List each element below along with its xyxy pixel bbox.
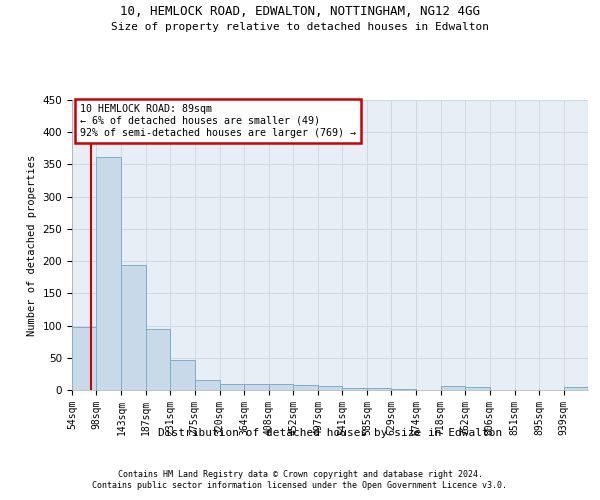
Y-axis label: Number of detached properties: Number of detached properties xyxy=(27,154,37,336)
Text: 10 HEMLOCK ROAD: 89sqm
← 6% of detached houses are smaller (49)
92% of semi-deta: 10 HEMLOCK ROAD: 89sqm ← 6% of detached … xyxy=(80,104,356,138)
Text: Size of property relative to detached houses in Edwalton: Size of property relative to detached ho… xyxy=(111,22,489,32)
Bar xyxy=(293,386,318,390)
Bar xyxy=(97,156,121,390)
Bar xyxy=(195,380,220,390)
Bar xyxy=(220,384,244,390)
Bar xyxy=(465,387,490,390)
Bar xyxy=(269,384,293,390)
Bar xyxy=(244,384,269,390)
Bar xyxy=(391,388,416,390)
Text: Contains HM Land Registry data © Crown copyright and database right 2024.: Contains HM Land Registry data © Crown c… xyxy=(118,470,482,479)
Bar xyxy=(318,386,343,390)
Text: 10, HEMLOCK ROAD, EDWALTON, NOTTINGHAM, NG12 4GG: 10, HEMLOCK ROAD, EDWALTON, NOTTINGHAM, … xyxy=(120,5,480,18)
Bar xyxy=(72,328,97,390)
Bar xyxy=(121,265,146,390)
Bar xyxy=(343,388,367,390)
Bar xyxy=(367,388,391,390)
Text: Distribution of detached houses by size in Edwalton: Distribution of detached houses by size … xyxy=(158,428,502,438)
Text: Contains public sector information licensed under the Open Government Licence v3: Contains public sector information licen… xyxy=(92,481,508,490)
Bar xyxy=(563,388,588,390)
Bar xyxy=(170,360,195,390)
Bar xyxy=(146,329,170,390)
Bar xyxy=(441,386,465,390)
